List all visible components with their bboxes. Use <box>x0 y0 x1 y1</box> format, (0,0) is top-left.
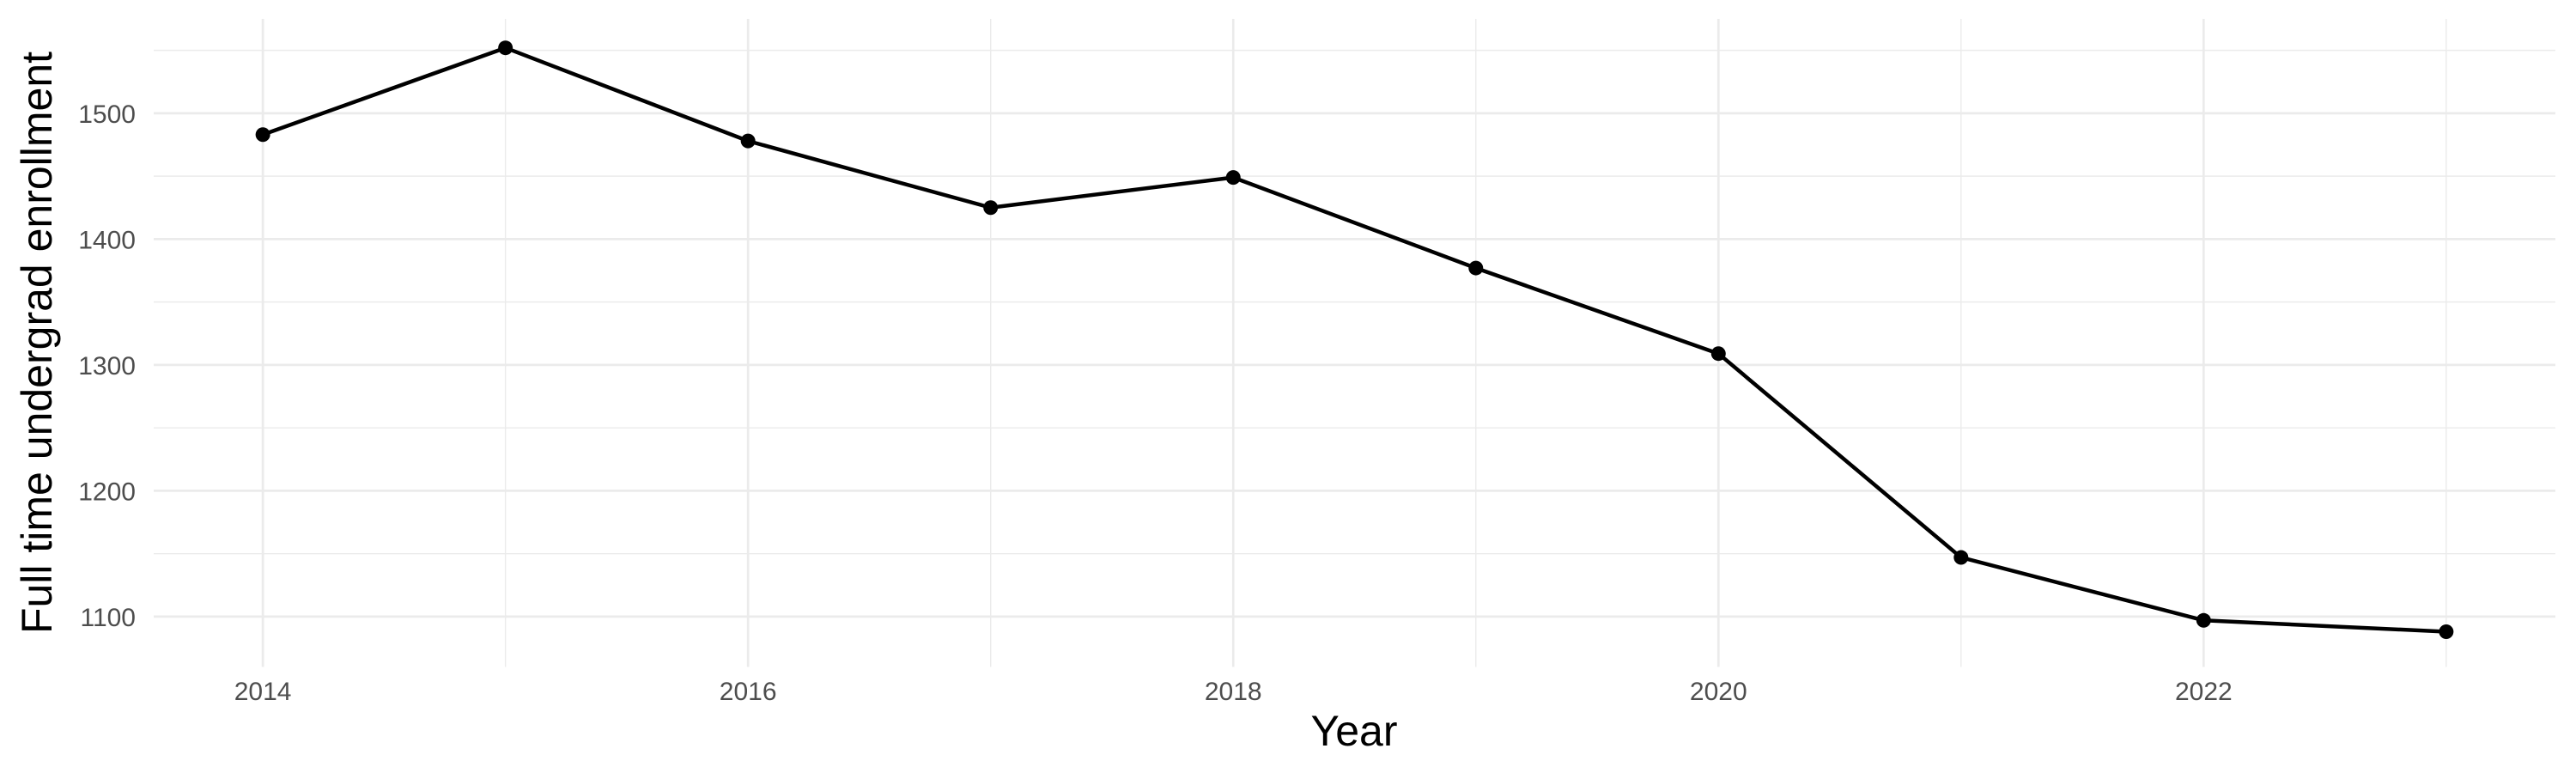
data-series-line <box>262 46 2446 634</box>
data-point-2020 <box>1710 346 1726 362</box>
x-axis-title: Year <box>1310 707 1397 755</box>
enrollment-trend-line <box>262 46 2446 634</box>
x-tick-label-2016: 2016 <box>720 678 777 706</box>
data-point-2015 <box>498 40 513 56</box>
y-tick-label-1300: 1300 <box>78 352 136 380</box>
data-points <box>255 40 2454 639</box>
data-point-2014 <box>255 127 270 143</box>
y-tick-label-1100: 1100 <box>80 604 136 632</box>
x-tick-label-2014: 2014 <box>234 678 292 706</box>
y-tick-label-1500: 1500 <box>78 100 136 129</box>
y-tick-label-1400: 1400 <box>78 226 136 254</box>
y-axis-title: Full time undergrad enrollment <box>13 52 61 634</box>
x-tick-label-2022: 2022 <box>2175 678 2233 706</box>
data-point-2019 <box>1468 260 1484 276</box>
x-tick-label-2020: 2020 <box>1690 678 1747 706</box>
data-point-2023 <box>2439 624 2454 639</box>
minor-gridlines <box>154 19 2555 667</box>
data-point-2017 <box>983 200 999 216</box>
data-point-2016 <box>740 133 756 149</box>
major-gridlines <box>154 19 2555 667</box>
y-axis-tick-labels: 1100 1200 1300 1400 1500 <box>78 100 136 632</box>
x-axis-tick-labels: 2014 2016 2018 2020 2022 <box>234 678 2233 706</box>
y-tick-label-1200: 1200 <box>78 478 136 506</box>
x-tick-label-2018: 2018 <box>1205 678 1262 706</box>
data-point-2018 <box>1225 170 1241 186</box>
data-point-2022 <box>2196 612 2211 628</box>
data-point-2021 <box>1953 550 1969 565</box>
